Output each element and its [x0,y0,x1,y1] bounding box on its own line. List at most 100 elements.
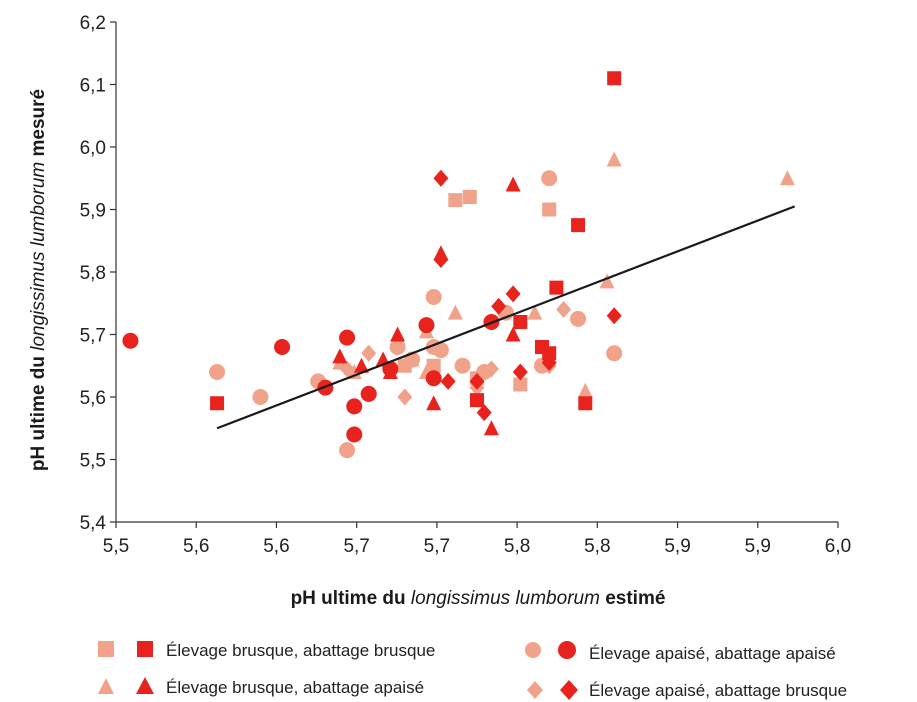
data-point-circle-dark [382,360,399,377]
x-tick-label: 6,0 [825,536,851,557]
data-point-circle-dark [274,339,291,355]
y-tick-label: 5,8 [80,263,106,284]
data-point-diamond-dark [433,251,449,268]
data-point-square-dark [607,71,622,86]
data-point-diamond-dark [505,285,521,303]
data-point-diamond-dark [469,372,485,390]
data-point-square-light [513,377,528,392]
data-point-diamond-light [397,388,413,406]
data-point-diamond-light [483,360,499,378]
data-point-circle-light [570,310,587,327]
x-tick-label: 5,6 [263,536,289,557]
legend-item-brusque-apaise: Élevage brusque, abattage apaisé [98,677,424,697]
data-point-circle-dark [122,332,139,349]
data-point-triangle-light [599,273,615,289]
data-point-square-dark [470,393,484,408]
legend-item-brusque-brusque: Élevage brusque, abattage brusque [98,641,435,660]
legend-square-light-icon [98,641,114,657]
legend-label: Élevage brusque, abattage apaisé [166,678,424,697]
data-point-circle-light [209,364,226,380]
data-point-circle-dark [346,426,363,443]
data-point-triangle-dark [332,348,348,364]
data-point-diamond-dark [606,307,622,325]
legend-item-apaise-apaise: Élevage apaisé, abattage apaisé [525,641,836,663]
data-point-diamond-dark [476,404,492,422]
data-point-circle-light [606,345,623,362]
data-point-square-light [448,193,463,208]
data-point-circle-light [252,389,269,405]
x-tick-label: 5,7 [343,536,369,557]
data-point-circle-light [454,357,471,374]
data-point-diamond-dark [491,297,507,315]
legend-diamond-light-icon [527,681,543,699]
axes [110,21,839,528]
data-point-triangle-light [577,382,593,398]
data-point-square-light [542,202,557,217]
x-tick-label: 5,5 [103,536,129,557]
legend-label: Élevage brusque, abattage brusque [166,641,435,660]
data-point-triangle-dark [353,357,369,373]
data-point-diamond-dark [440,372,456,390]
y-tick-label: 5,7 [80,326,106,347]
data-point-circle-light [541,170,558,187]
data-point-diamond-dark [512,363,528,381]
legend: Élevage brusque, abattage brusque Élevag… [98,641,847,700]
data-point-triangle-dark [390,326,406,342]
data-point-triangle-dark [505,326,521,342]
data-point-circle-dark [425,370,442,387]
y-tick-label: 6,1 [80,76,106,97]
x-axis-title: pH ultime du longissimus lumborum estimé [291,588,666,609]
data-point-square-dark [578,396,593,411]
data-point-square-dark [542,346,557,361]
data-point-diamond-dark [433,169,449,187]
data-point-circle-dark [360,385,377,402]
data-point-triangle-light [447,304,463,320]
legend-label: Élevage apaisé, abattage brusque [589,681,847,700]
data-point-square-dark [549,280,564,295]
legend-triangle-dark-icon [136,677,154,694]
regression-line-group [216,205,796,430]
data-point-triangle-light [527,304,543,320]
legend-circle-light-icon [525,642,541,658]
legend-square-dark-icon [137,641,153,657]
data-point-triangle-dark [505,176,521,192]
data-points [122,71,795,459]
data-point-diamond-light [556,301,572,318]
regression-line [216,205,796,430]
x-tick-label: 5,6 [183,536,209,557]
data-point-triangle-light [606,151,622,167]
x-tick-label: 5,9 [664,536,690,557]
legend-triangle-light-icon [98,678,114,694]
data-point-circle-light [432,342,449,359]
data-point-triangle-dark [483,420,499,436]
data-point-circle-dark [346,398,363,415]
data-point-circle-light [425,289,442,305]
data-point-circle-dark [418,317,435,334]
y-tick-label: 5,4 [80,513,107,534]
y-tick-label: 6,2 [80,13,106,34]
x-tick-label: 5,8 [584,536,610,557]
data-point-square-light [462,190,477,204]
data-point-triangle-dark [426,395,442,411]
legend-circle-dark-icon [558,641,576,659]
data-point-circle-light [339,442,356,459]
data-point-circle-dark [339,329,356,346]
data-point-circle-light [389,339,406,355]
legend-label: Élevage apaisé, abattage apaisé [589,644,836,663]
x-tick-label: 5,8 [504,536,530,557]
y-tick-label: 6,0 [80,138,106,159]
x-tick-label: 5,9 [745,536,771,557]
legend-item-apaise-brusque: Élevage apaisé, abattage brusque [527,680,847,700]
data-point-square-dark [210,396,225,411]
tick-labels: 5,5 5,6 5,6 5,7 5,7 5,8 5,8 5,9 5,9 6,05,45,55,65… [80,13,852,557]
data-point-triangle-light [779,170,795,186]
y-tick-label: 5,9 [80,201,106,222]
legend-diamond-dark-icon [560,680,578,700]
data-point-square-dark [571,218,586,233]
data-point-diamond-light [361,344,377,362]
y-tick-label: 5,5 [80,451,106,472]
data-point-diamond-light [339,360,355,378]
y-axis-title: pH ultime du longissimus lumborum mesuré [28,89,49,471]
data-point-diamond-dark [541,354,557,372]
